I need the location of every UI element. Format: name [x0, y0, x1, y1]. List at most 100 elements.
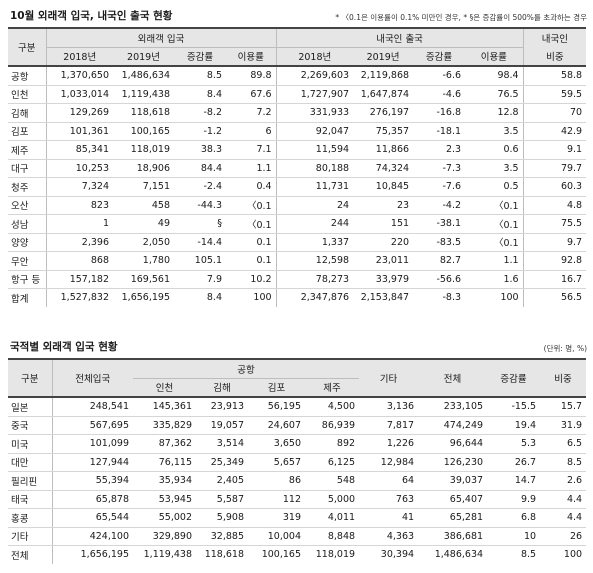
table-cell: 67.6 [226, 85, 277, 104]
col-header-change: 증감률 [487, 359, 541, 397]
row-label: 양양 [8, 233, 47, 252]
table-cell: 1.1 [226, 159, 277, 178]
table-cell: 7,817 [359, 416, 419, 435]
table-cell: 70 [522, 103, 587, 123]
table-cell: 8.4 [174, 288, 226, 307]
table-cell: 1.1 [465, 251, 524, 271]
table-cell: 60.3 [522, 177, 587, 197]
table-cell: -14.4 [174, 233, 226, 252]
table-row: 홍콩 65,544 55,002 5,908 319 4,011 41 65,281 6.8 4.… [8, 508, 587, 528]
col-header-etc: 기타 [359, 359, 419, 397]
row-label: 무안 [8, 251, 47, 271]
table-cell: 2,119,868 [353, 66, 414, 86]
table-cell: 3,514 [196, 434, 248, 454]
table-cell: -6.6 [413, 66, 466, 86]
table-cell: 157,182 [46, 270, 113, 289]
table-cell: 1,370,650 [46, 66, 113, 86]
sub-header-out-2019: 2019년 [353, 47, 414, 66]
table-cell: 19.4 [487, 416, 541, 435]
table-cell: 35,934 [133, 471, 196, 491]
table-cell: 30,394 [359, 545, 419, 564]
section1-note: * 〈0.1은 이용률이 0.1% 미만인 경우, * §은 증감률이 500%… [335, 13, 587, 22]
table-cell: 7,324 [46, 177, 113, 197]
col-header-domestic: 내국인 [522, 28, 587, 47]
table-cell: 1,337 [275, 233, 354, 252]
table-cell: 169,561 [113, 270, 174, 289]
table-cell: -44.3 [174, 196, 226, 215]
table-cell: 9.9 [487, 490, 541, 509]
table-cell: 5,000 [305, 490, 360, 509]
table-cell: 11,594 [275, 140, 354, 160]
sub-header-in-usage: 이용률 [226, 47, 277, 66]
table-cell: 〈0.1 [465, 233, 524, 252]
col-header-gubun: 구분 [8, 28, 47, 66]
table-row: 오산 823 458 -44.3 〈0.1 24 23 -4.2 〈0.1 4.8 [8, 196, 587, 215]
table-cell: 26.7 [487, 453, 541, 472]
table-cell: 100 [540, 545, 587, 564]
table-cell: 233,105 [418, 397, 488, 417]
sub-header-jeju: 제주 [305, 378, 360, 397]
table-cell: 41 [359, 508, 419, 528]
table-cell: 39,037 [418, 471, 488, 491]
row-label: 중국 [8, 416, 53, 435]
table-cell: 0.6 [465, 140, 524, 160]
sub-header-in-2018: 2018년 [46, 47, 113, 66]
table-cell: 10 [487, 527, 541, 546]
row-label: 청주 [8, 177, 47, 197]
table-cell: 567,695 [52, 416, 133, 435]
table-cell: 92,047 [275, 122, 354, 141]
col-header-outbound: 내국인 출국 [275, 28, 524, 48]
table-cell: 56.5 [522, 288, 587, 307]
table-cell: 53,945 [133, 490, 196, 509]
row-label: 김포 [8, 122, 47, 141]
table-cell: 12,598 [275, 251, 354, 271]
table-cell: -2.4 [174, 177, 226, 197]
table-cell: 4,363 [359, 527, 419, 546]
table-cell: 3.5 [465, 122, 524, 141]
row-label: 필리핀 [8, 471, 53, 491]
table-cell: 31.9 [540, 416, 587, 435]
table-cell: 65,407 [418, 490, 488, 509]
table-cell: 23,011 [353, 251, 414, 271]
table-cell: 84.4 [174, 159, 226, 178]
table-cell: 1,226 [359, 434, 419, 454]
col-header-total-in: 전체입국 [52, 359, 133, 397]
table-cell: 23,913 [196, 397, 248, 417]
table-cell: 55,002 [133, 508, 196, 528]
table-cell: 100 [465, 288, 524, 307]
sub-header-gimpo: 김포 [248, 378, 305, 397]
table-row: 김해 129,269 118,618 -8.2 7.2 331,933 276,197 -16… [8, 103, 587, 123]
table-cell: 2,050 [113, 233, 174, 252]
row-label: 오산 [8, 196, 47, 215]
table-row: 기타 424,100 329,890 32,885 10,004 8,848 4,363 38… [8, 527, 587, 546]
table-cell: 6.5 [540, 434, 587, 454]
table-cell: 100,165 [113, 122, 174, 141]
table-cell: 5,587 [196, 490, 248, 509]
table-cell: 65,878 [52, 490, 133, 509]
table-cell: 2,396 [46, 233, 113, 252]
table-cell: 7.2 [226, 103, 277, 123]
table-cell: 11,731 [275, 177, 354, 197]
table-cell: 11,866 [353, 140, 414, 160]
table-cell: 2,405 [196, 471, 248, 491]
table-row: 공항 1,370,650 1,486,634 8.5 89.8 2,269,603 2,11… [8, 66, 587, 86]
table-cell: 4,011 [305, 508, 360, 528]
table-row: 합계 1,527,832 1,656,195 8.4 100 2,347,876 2,153… [8, 288, 587, 307]
table-row: 인천 1,033,014 1,119,438 8.4 67.6 1,727,907 1,64… [8, 85, 587, 104]
table-cell: 8.5 [540, 453, 587, 472]
table-cell: 100,165 [248, 545, 305, 564]
table-cell: 127,944 [52, 453, 133, 472]
table-row: 청주 7,324 7,151 -2.4 0.4 11,731 10,845 -7.6 0.5 60… [8, 177, 587, 197]
table-cell: 548 [305, 471, 360, 491]
table-cell: 4.8 [522, 196, 587, 215]
row-label: 성남 [8, 214, 47, 234]
table-cell: 0.1 [226, 251, 277, 271]
table-cell: 96,644 [418, 434, 488, 454]
table-cell: 2,347,876 [275, 288, 354, 307]
table-cell: 10,845 [353, 177, 414, 197]
table-cell: 763 [359, 490, 419, 509]
table-cell: 7.1 [226, 140, 277, 160]
table-cell: 10.2 [226, 270, 277, 289]
table-cell: 76.5 [465, 85, 524, 104]
table-cell: 75,357 [353, 122, 414, 141]
